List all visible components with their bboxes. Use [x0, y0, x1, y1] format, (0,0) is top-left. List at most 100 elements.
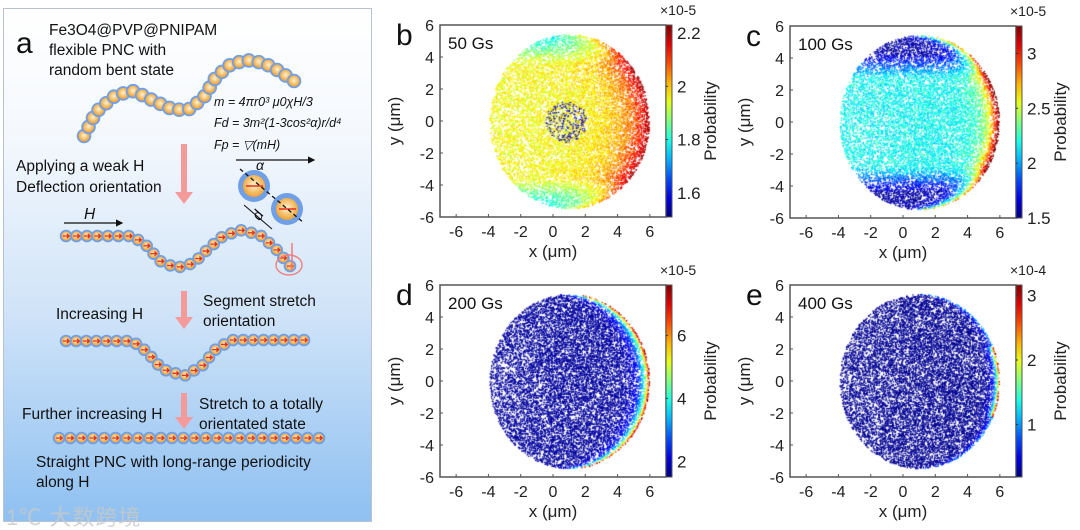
colorbar-tick-label: 2 [1027, 154, 1036, 173]
y-tick-label: 4 [775, 51, 784, 68]
moment-arrow-icon [214, 435, 222, 441]
x-tick-label: -6 [799, 484, 813, 501]
x-tick-label: 6 [995, 225, 1004, 242]
moment-arrow-icon [103, 338, 111, 344]
moment-arrow-icon [280, 255, 288, 261]
x-axis-label: x (μm) [529, 242, 578, 261]
moment-arrow-icon [304, 435, 312, 441]
step-arrow-icon [175, 144, 193, 204]
moment-arrow-icon [150, 251, 158, 257]
colorbar-exponent: ×10-5 [660, 2, 697, 18]
x-tick-label: 4 [613, 224, 622, 241]
y-tick-label: 0 [775, 374, 784, 391]
panel-e-plot: 1 2 3 Probability -6 -4 -2 0 2 4 6 -6 -4 -2 0 2 4 6 x (μm)… [730, 260, 1080, 522]
colorbar-exponent: ×10-5 [660, 262, 697, 278]
moment-arrow-icon [55, 435, 64, 441]
y-tick-label: -6 [770, 211, 784, 228]
moment-arrow-icon [218, 234, 226, 240]
x-tick-label: -2 [514, 484, 528, 501]
moment-arrow-icon [115, 233, 123, 239]
moment-arrow-icon [220, 341, 229, 347]
probability-scatter-points [440, 25, 666, 217]
y-axis-label: y (μm) [385, 357, 404, 406]
y-tick-label: 6 [775, 278, 784, 295]
step2-left: Increasing H [56, 306, 144, 323]
x-tick-label: 6 [645, 224, 654, 241]
colorbar-tick-label: 3 [1027, 44, 1036, 63]
moment-arrow-icon [228, 230, 236, 236]
moment-arrow-icon [134, 237, 143, 243]
title-line: random bent state [49, 62, 174, 79]
panel-letter: c [746, 20, 761, 53]
moment-arrow-icon [250, 337, 258, 343]
y-tick-label: 0 [425, 374, 434, 391]
moment-arrow-icon [290, 337, 298, 343]
moment-arrow-icon [248, 435, 256, 441]
x-tick-label: -4 [831, 484, 845, 501]
moment-arrow-icon [225, 435, 233, 441]
moment-arrow-icon [248, 230, 256, 236]
y-tick-label: 2 [775, 342, 784, 359]
y-tick-label: 6 [425, 278, 434, 295]
x-tick-label: 6 [645, 484, 654, 501]
moment-arrow-icon [259, 435, 267, 441]
field-strength-label: 400 Gs [798, 294, 853, 313]
moment-arrow-icon [229, 337, 238, 343]
moment-arrow-icon [93, 338, 101, 344]
moment-arrow-icon [148, 354, 156, 360]
x-tick-label: -6 [799, 225, 813, 242]
moment-arrow-icon [270, 337, 278, 343]
y-tick-label: -2 [420, 146, 434, 163]
colorbar-tick-label: 1.5 [1027, 209, 1051, 228]
bead-core [288, 75, 300, 87]
moment-arrow-icon [94, 233, 102, 239]
step2-right: Segment stretch [203, 293, 316, 310]
moment-arrow-icon [293, 435, 301, 441]
x-tick-label: 2 [931, 225, 940, 242]
probability-scatter-points [790, 285, 1016, 477]
field-strength-label: 100 Gs [798, 35, 853, 54]
y-tick-label: -4 [770, 179, 784, 196]
colorbar-label: Probability [1051, 82, 1070, 162]
moment-arrow-icon [104, 233, 112, 239]
moment-arrow-icon [157, 258, 165, 264]
equation-moment: m = 4πr0³ μ0χH/3 [214, 95, 313, 109]
moment-arrow-icon [62, 233, 71, 239]
step3-right: Stretch to a totally [199, 396, 324, 413]
colorbar-label: Probability [701, 81, 720, 161]
panel-letter: b [396, 19, 413, 52]
moment-arrow-icon [210, 241, 218, 247]
y-tick-label: 4 [425, 50, 434, 67]
probability-scatter-points [440, 285, 666, 477]
zoom-circle-icon [275, 254, 303, 276]
moment-arrow-icon [168, 435, 177, 441]
step1-label: Deflection orientation [16, 179, 162, 196]
panel-letter: e [746, 279, 763, 312]
moment-arrow-icon [123, 435, 131, 441]
x-tick-label: 0 [899, 225, 908, 242]
colorbar-exponent: ×10-5 [1010, 3, 1047, 19]
moment-arrow-icon [281, 435, 290, 441]
y-tick-label: 2 [775, 83, 784, 100]
panel-c-plot: 1.5 2 2.5 3 Probability -6 -4 -2 0 2 4 6 -6 -4 -2 0 2 4 6 x… [730, 1, 1080, 263]
equation-field-force: Fp = ▽(mH) [214, 138, 281, 152]
colorbar [1015, 25, 1023, 219]
moment-arrow-icon [89, 435, 98, 441]
plot-axes: 2 4 6 Probability -6 -4 -2 0 2 4 6 -6 -4 -2 0 2 4 6 x (μm)… [385, 278, 720, 521]
segment-stretched-chain [59, 333, 311, 382]
moment-arrow-icon [62, 338, 71, 344]
y-tick-label: -6 [420, 470, 434, 487]
final-state-label: along H [36, 474, 90, 491]
y-axis-label: y (μm) [735, 98, 754, 147]
moment-arrow-icon [83, 233, 92, 239]
y-tick-label: -4 [420, 438, 434, 455]
moment-arrow-icon [83, 338, 91, 344]
straight-chain [52, 431, 326, 445]
moment-arrow-icon [315, 435, 324, 441]
bent-chain [76, 53, 302, 144]
plot-axes: 1.6 1.8 2 2.2 Probability -6 -4 -2 0 2 4 6 -6 -4 -2 0 2 4… [385, 18, 720, 261]
moment-arrow-icon [260, 337, 268, 343]
watermark: 1℃ 大数跨境 [6, 505, 142, 530]
y-tick-label: 4 [775, 310, 784, 327]
